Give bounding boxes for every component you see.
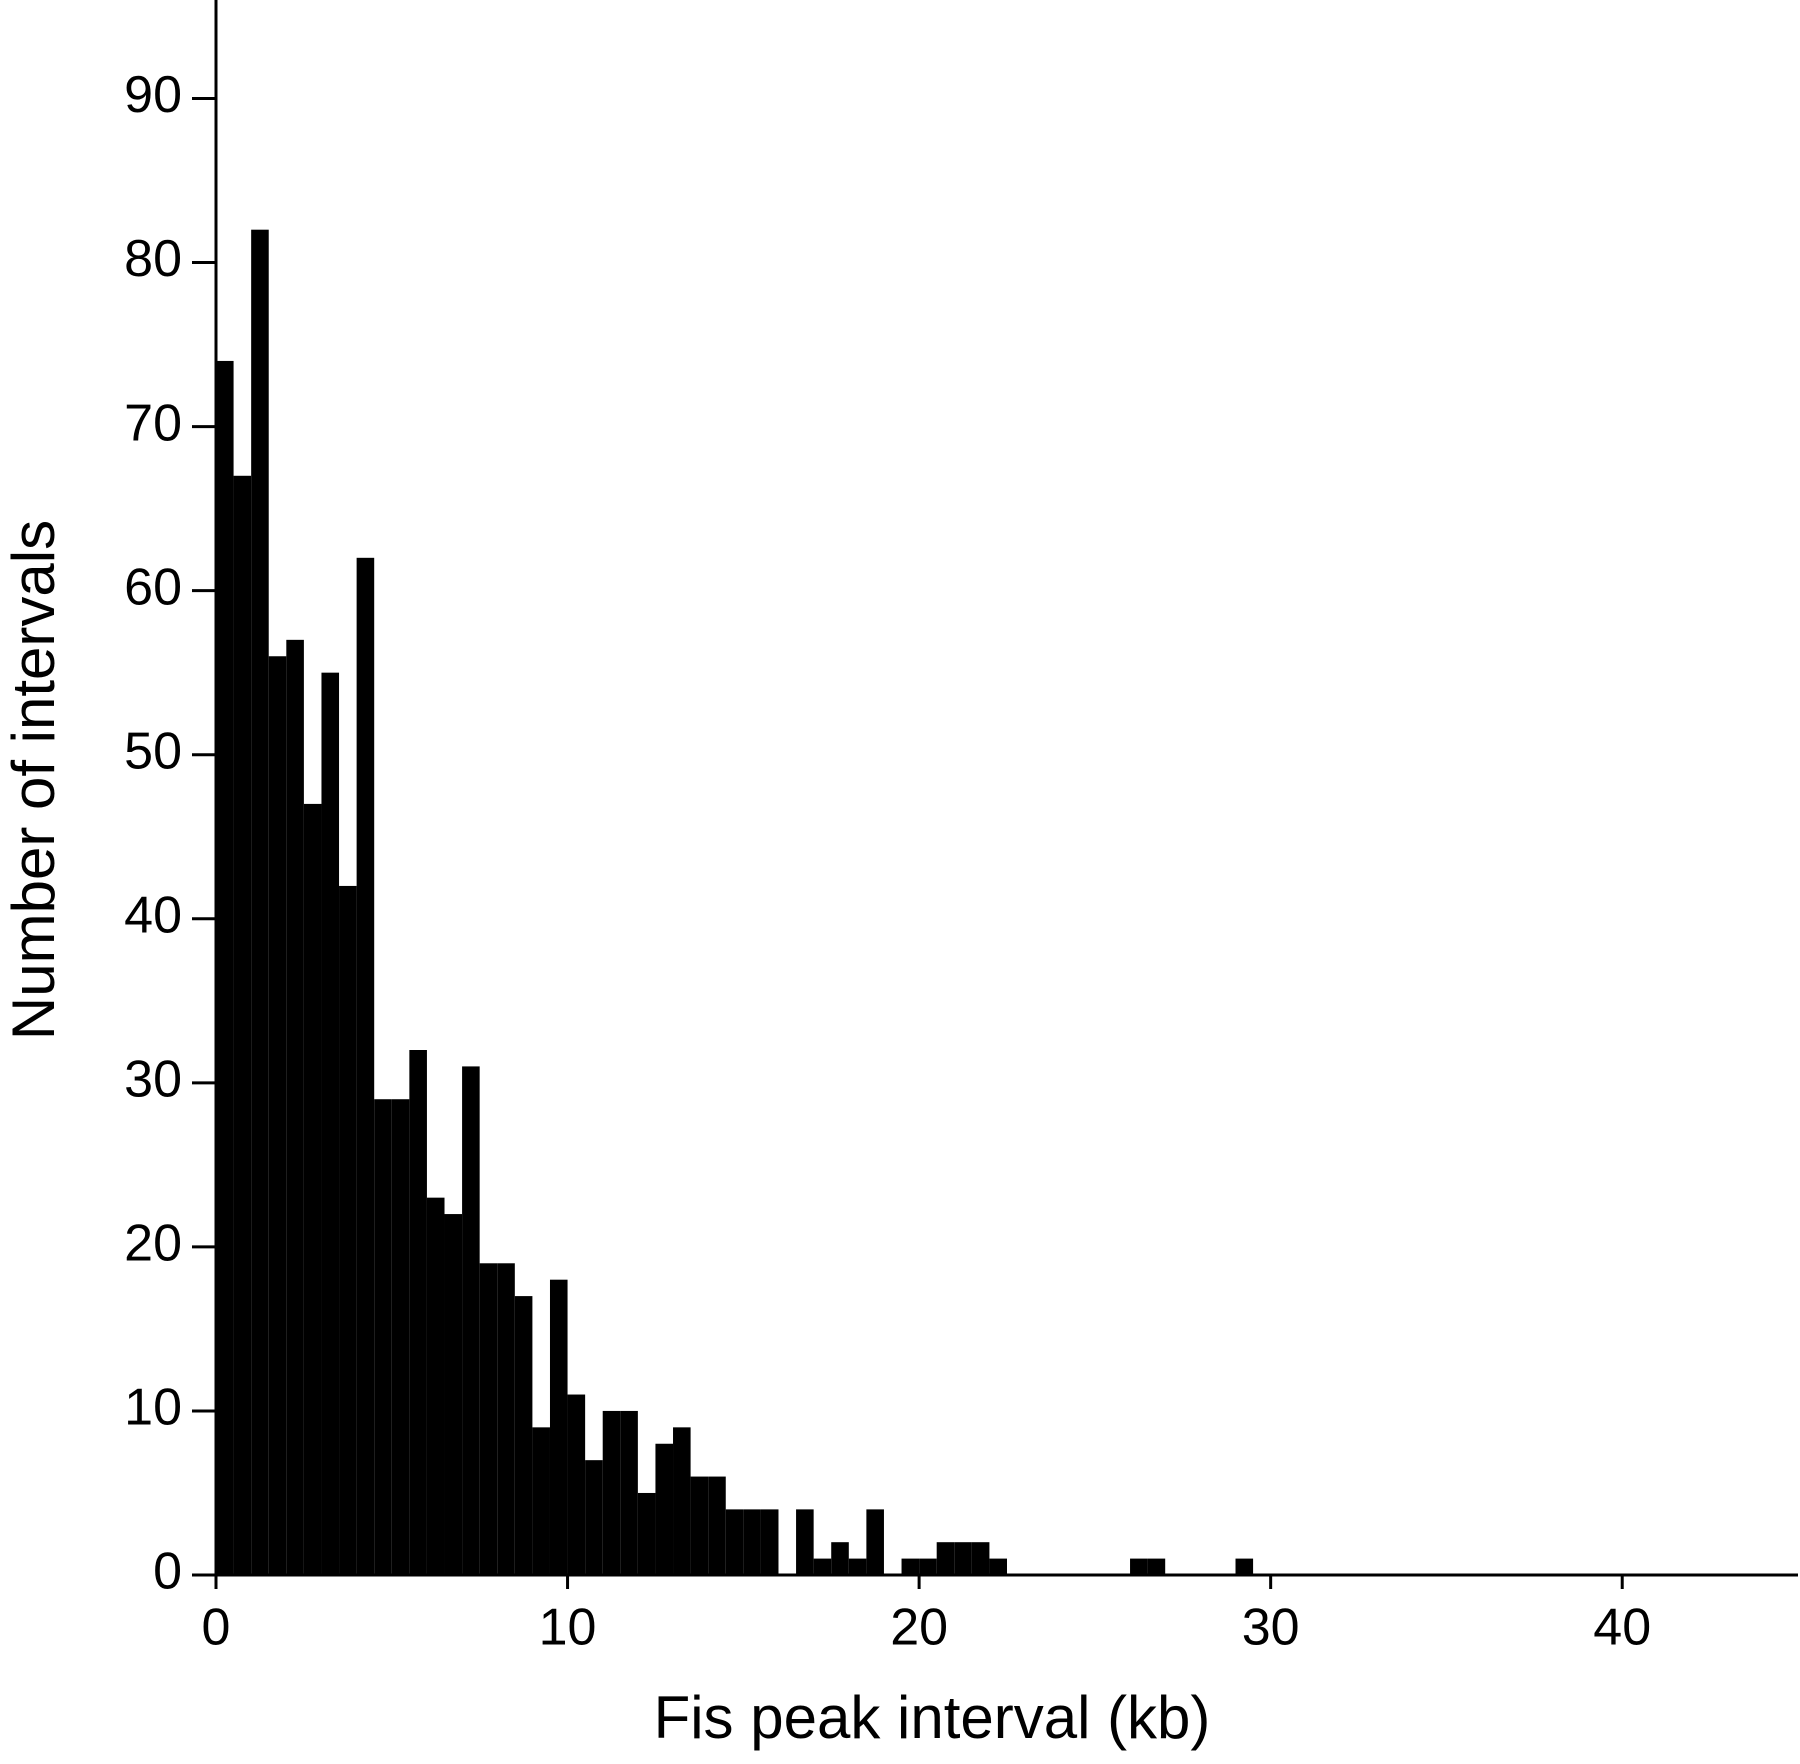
bar: [374, 1099, 392, 1575]
bar: [462, 1066, 480, 1575]
y-tick-label: 10: [124, 1379, 182, 1437]
x-tick-label: 0: [202, 1599, 231, 1657]
bar: [497, 1263, 515, 1575]
x-tick-label: 40: [1593, 1599, 1651, 1657]
bar: [1235, 1558, 1254, 1575]
bar: [1130, 1558, 1148, 1575]
bar: [655, 1443, 674, 1575]
y-tick-label: 40: [124, 886, 182, 944]
bar: [339, 885, 357, 1575]
bar: [532, 1427, 550, 1575]
bar: [673, 1427, 691, 1575]
bar: [602, 1410, 621, 1575]
x-axis-title: Fis peak interval (kb): [654, 1684, 1211, 1751]
y-tick-label: 70: [124, 394, 182, 452]
y-tick-label: 30: [124, 1051, 182, 1109]
x-tick-label: 20: [890, 1599, 948, 1657]
bar: [303, 803, 322, 1575]
x-tick-label: 30: [1242, 1599, 1300, 1657]
bar: [286, 639, 304, 1575]
bar: [409, 1050, 427, 1575]
bar: [268, 656, 287, 1575]
y-tick-label: 20: [124, 1215, 182, 1273]
bar: [585, 1460, 603, 1575]
y-axis-title: Number of intervals: [0, 520, 67, 1040]
bar: [866, 1509, 884, 1575]
bar: [796, 1509, 814, 1575]
bar: [690, 1476, 709, 1575]
bar: [479, 1263, 498, 1575]
bar: [989, 1558, 1007, 1575]
bar: [251, 229, 269, 1575]
bar: [743, 1509, 761, 1575]
bar: [391, 1099, 410, 1575]
bar: [848, 1558, 867, 1575]
bar: [356, 557, 375, 1575]
bar: [620, 1410, 638, 1575]
bar: [919, 1558, 937, 1575]
bar: [567, 1394, 586, 1575]
bar: [216, 360, 234, 1575]
bar: [813, 1558, 832, 1575]
bar: [1147, 1558, 1166, 1575]
bar: [444, 1214, 463, 1575]
bar: [831, 1542, 849, 1575]
bar: [637, 1492, 656, 1575]
bar: [233, 475, 252, 1575]
bar: [426, 1197, 445, 1575]
bar: [549, 1279, 568, 1575]
bar: [321, 672, 340, 1575]
bar: [760, 1509, 779, 1575]
bar: [971, 1542, 990, 1575]
bar: [954, 1542, 972, 1575]
bar: [901, 1558, 920, 1575]
y-tick-label: 80: [124, 230, 182, 288]
bar: [725, 1509, 744, 1575]
x-tick-label: 10: [539, 1599, 597, 1657]
bar: [514, 1296, 533, 1575]
y-tick-label: 90: [124, 66, 182, 124]
bar: [936, 1542, 955, 1575]
y-tick-label: 50: [124, 722, 182, 780]
bar: [708, 1476, 726, 1575]
y-tick-label: 60: [124, 558, 182, 616]
y-tick-label: 0: [153, 1543, 182, 1601]
